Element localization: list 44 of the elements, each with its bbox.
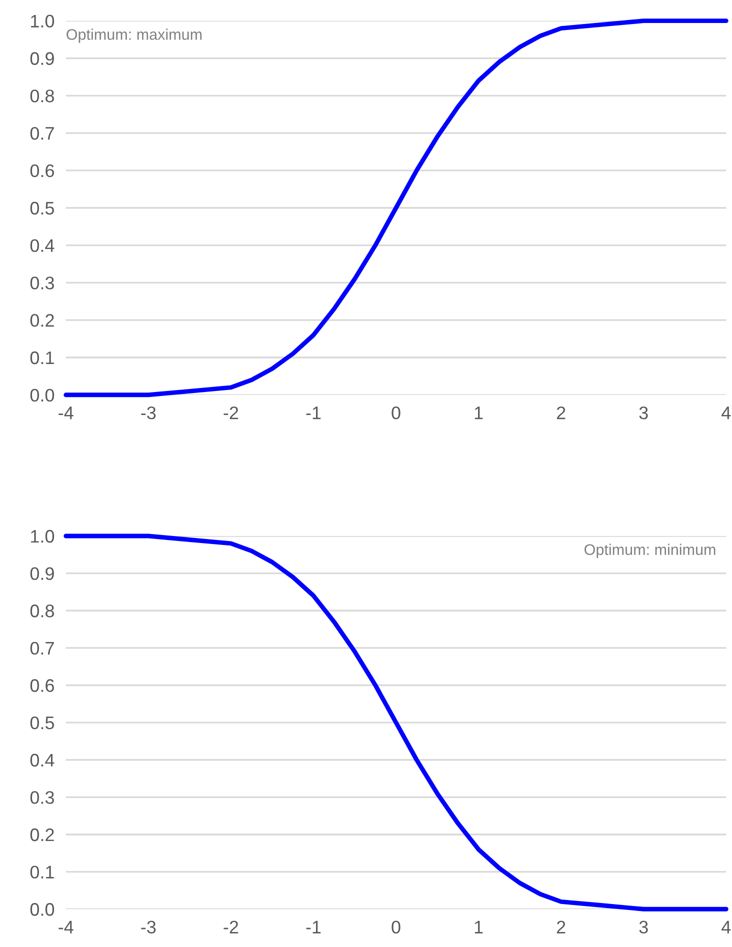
x-tick-label: 2 bbox=[556, 406, 566, 420]
y-tick-label: 0.7 bbox=[30, 642, 54, 655]
x-tick-label: -3 bbox=[141, 406, 156, 420]
y-tick-label: 0.1 bbox=[30, 866, 54, 879]
y-tick-label: 0.6 bbox=[30, 679, 54, 692]
x-tick-label: 0 bbox=[392, 920, 400, 934]
x-tick-label: -1 bbox=[306, 920, 321, 934]
x-tick-label: -3 bbox=[141, 920, 156, 934]
y-tick-label: 0.3 bbox=[30, 276, 54, 290]
x-tick-label: -2 bbox=[224, 920, 238, 934]
x-tick-label: 3 bbox=[639, 406, 648, 420]
y-tick-label: 0.5 bbox=[30, 716, 54, 730]
line-series bbox=[64, 534, 728, 912]
annotation: Optimum: minimum bbox=[584, 544, 716, 558]
y-tick-label: 0.9 bbox=[30, 567, 54, 580]
y-tick-label: 0.0 bbox=[30, 388, 54, 402]
x-tick-label: 1 bbox=[474, 920, 483, 934]
x-tick-label: -4 bbox=[58, 406, 74, 420]
x-tick-label: 4 bbox=[722, 406, 731, 420]
y-tick-label: 0.8 bbox=[30, 604, 54, 618]
y-tick-label: 0.0 bbox=[30, 903, 54, 916]
line-series bbox=[64, 18, 728, 398]
x-tick-label: -2 bbox=[224, 406, 238, 420]
x-tick-label: 3 bbox=[639, 920, 648, 934]
x-tick-label: 0 bbox=[392, 406, 400, 420]
y-tick-label: 0.2 bbox=[30, 828, 54, 842]
y-tick-label: 0.7 bbox=[30, 126, 54, 140]
y-tick-label: 0.6 bbox=[30, 164, 54, 178]
y-tick-label: 0.3 bbox=[30, 791, 54, 804]
y-tick-label: 0.8 bbox=[30, 90, 54, 102]
y-tick-label: 0.4 bbox=[30, 754, 54, 767]
x-tick-label: -4 bbox=[58, 920, 74, 934]
y-tick-label: 1.0 bbox=[31, 14, 54, 28]
annotation: Optimum: maximum bbox=[66, 28, 202, 43]
x-tick-label: 2 bbox=[556, 920, 566, 934]
y-tick-label: 0.4 bbox=[30, 239, 54, 252]
y-tick-label: 0.1 bbox=[30, 351, 54, 364]
y-tick-label: 0.9 bbox=[30, 52, 54, 65]
x-tick-label: 4 bbox=[722, 920, 731, 934]
x-tick-label: 1 bbox=[474, 406, 483, 420]
y-tick-label: 1.0 bbox=[31, 530, 54, 543]
y-tick-label: 0.2 bbox=[30, 314, 54, 327]
y-tick-label: 0.5 bbox=[30, 202, 54, 215]
x-tick-label: -1 bbox=[306, 406, 321, 420]
